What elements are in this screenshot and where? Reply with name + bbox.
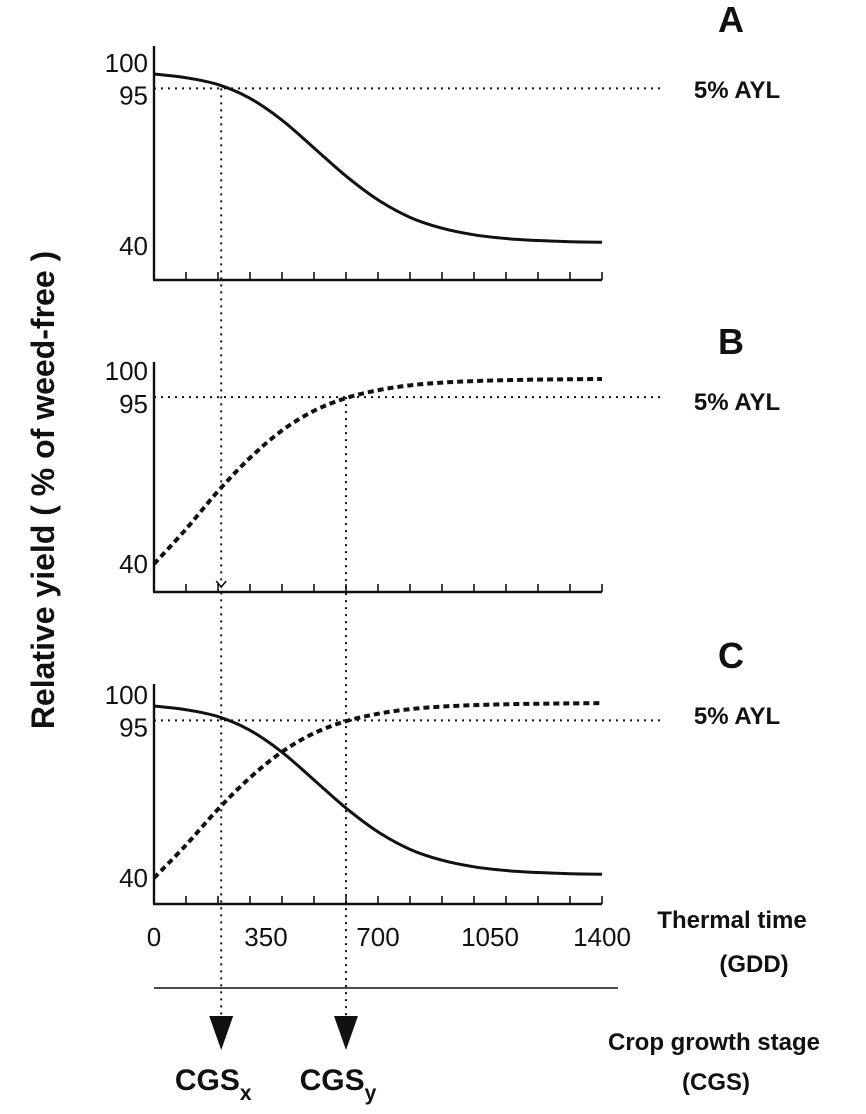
threshold-label: 5% AYL <box>694 703 780 730</box>
stage-label-y: CGSy <box>300 1064 377 1105</box>
guides-layer: CGSx CGSy <box>175 88 377 1105</box>
small-arrow-icon <box>215 580 227 589</box>
x-axis-label-line1: Thermal time <box>657 907 806 934</box>
y-tick-label: 95 <box>119 80 148 110</box>
stage-arrow-x <box>209 1016 234 1050</box>
threshold-label: 5% AYL <box>694 77 780 104</box>
x-tick-label: 350 <box>244 922 287 952</box>
y-tick-label: 100 <box>105 680 148 710</box>
y-tick-label: 100 <box>105 356 148 386</box>
stage-label-line2: (CGS) <box>682 1069 750 1096</box>
series-line-solid-a <box>153 72 603 244</box>
x-tick-label: 700 <box>356 922 399 952</box>
series-line-dashed-b <box>152 376 603 566</box>
series-line-solid-c <box>153 704 603 876</box>
stage-arrow-y <box>334 1016 358 1050</box>
panel-label-b: B <box>718 321 744 362</box>
panel-label-a: A <box>718 0 744 40</box>
y-axis-label: Relative yield ( % of weed-free ) <box>25 251 61 729</box>
x-tick-label: 0 <box>147 922 161 952</box>
y-tick-label: 40 <box>119 549 148 579</box>
y-tick-label: 95 <box>119 712 148 742</box>
x-axis-label-line2: (GDD) <box>719 951 788 978</box>
series-line-dashed-c <box>152 701 603 880</box>
stage-label-line1: Crop growth stage <box>608 1029 820 1056</box>
y-tick-label: 100 <box>105 48 148 78</box>
y-tick-label: 40 <box>119 231 148 261</box>
x-tick-label: 1050 <box>461 922 519 952</box>
stage-label-x: CGSx <box>175 1064 252 1105</box>
threshold-label: 5% AYL <box>694 389 780 416</box>
x-tick-label: 1400 <box>573 922 631 952</box>
y-tick-label: 95 <box>119 389 148 419</box>
panel-label-c: C <box>718 635 744 676</box>
y-tick-label: 40 <box>119 863 148 893</box>
